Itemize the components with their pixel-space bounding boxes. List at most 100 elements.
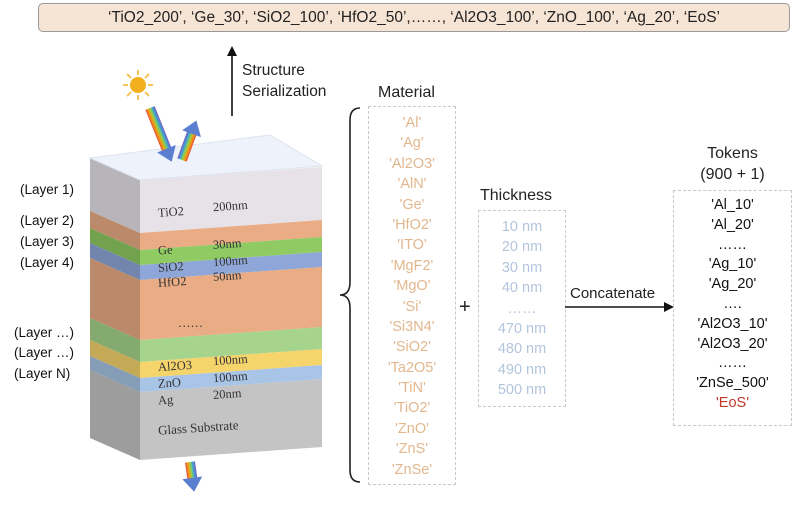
transmitted-light-arrow-icon <box>182 461 203 492</box>
layer-band-side <box>90 356 140 392</box>
thickness-item: 30 nm <box>501 259 543 276</box>
token-item: 'Al2O3_10' <box>697 315 768 332</box>
layer-label: (Layer 2) <box>20 213 75 228</box>
token-item: 'Al_20' <box>711 216 754 233</box>
plus-sign: + <box>459 296 471 318</box>
layer-thickness: 100nm <box>212 368 249 386</box>
layer-material: Ag <box>157 392 174 408</box>
thickness-item: 480 nm <box>497 341 547 358</box>
material-item: 'TiO2' <box>393 400 431 417</box>
layer-band-side <box>90 228 140 265</box>
thickness-item: 20 nm <box>501 239 543 256</box>
material-title: Material <box>378 84 435 101</box>
layer-band <box>140 349 322 378</box>
thickness-item: 10 nm <box>501 219 543 235</box>
serialized-sequence-banner: ‘TiO2_200’, ‘Ge_30’, ‘SiO2_100’, ‘HfO2_5… <box>38 3 790 32</box>
token-item: …… <box>718 236 747 253</box>
layer-material: HfO2 <box>157 274 187 290</box>
layer-band-side <box>90 243 140 280</box>
material-item: 'TiN' <box>398 380 426 397</box>
reflected-light-arrow-icon <box>177 120 201 162</box>
layer-band <box>140 365 322 392</box>
substrate-band-side <box>90 370 140 460</box>
layer-band-side <box>90 211 140 250</box>
thickness-item: 40 nm <box>501 280 543 297</box>
thickness-item: 500 nm <box>497 382 547 399</box>
material-item: 'Si' <box>402 298 422 315</box>
layer-material: Ge <box>157 242 174 258</box>
brace-icon <box>339 107 361 483</box>
structure-serialization-label: Structure Serialization <box>242 60 326 102</box>
material-item: 'AlN' <box>397 176 427 193</box>
substrate-band <box>140 379 322 460</box>
material-item: 'ZnSe' <box>391 461 433 478</box>
tokens-title: Tokens <box>707 145 758 162</box>
material-item: 'Ge' <box>399 196 425 213</box>
layer-band <box>140 220 322 250</box>
tokens-count: (900 + 1) <box>700 166 765 183</box>
layer-thickness: 100nm <box>212 351 249 369</box>
material-item: 'MgO' <box>393 278 431 295</box>
layer-label: (Layer 3) <box>20 234 75 249</box>
material-item: 'SiO2' <box>393 339 431 356</box>
thickness-item: 490 nm <box>497 361 547 378</box>
layer-band-side <box>90 340 140 378</box>
layer-material: Al2O3 <box>157 357 193 375</box>
label-line: Serialization <box>242 83 327 100</box>
token-item: 'EoS' <box>716 394 749 411</box>
tokens-list: 'Al_10' 'Al_20' …… 'Ag_10' 'Ag_20' …. 'Al2O3_1… <box>673 190 792 426</box>
token-item: 'Ag_20' <box>708 276 757 293</box>
layer-thickness: 100nm <box>212 252 249 270</box>
incident-light-arrow-icon <box>145 106 176 162</box>
material-item: 'MgF2' <box>390 257 434 274</box>
tokens-header: Tokens (900 + 1) <box>673 143 792 185</box>
material-item: 'HfO2' <box>392 216 432 233</box>
thickness-item: …… <box>507 300 537 317</box>
layer-label: (Layer 4) <box>20 255 75 270</box>
label-line: Structure <box>242 62 305 79</box>
concatenate-label: Concatenate <box>570 285 656 302</box>
multilayer-stack <box>88 106 324 492</box>
material-item: 'Si3N4' <box>389 318 435 335</box>
material-item: 'ZnO' <box>395 420 429 437</box>
token-item: 'Al_10' <box>711 197 754 213</box>
layer-material: ZnO <box>157 375 182 391</box>
material-item: 'Ta2O5' <box>387 359 437 376</box>
material-item: 'Ag' <box>400 135 424 152</box>
top-surface <box>88 134 324 181</box>
concatenate-arrow-icon <box>565 302 674 312</box>
thickness-list: 10 nm 20 nm 30 nm 40 nm …… 470 nm 480 nm 490 nm… <box>478 210 566 407</box>
layer-band-side <box>90 318 140 362</box>
material-item: 'Al2O3' <box>389 155 435 172</box>
layer-material: TiO2 <box>157 204 185 220</box>
material-list: 'Al' 'Ag' 'Al2O3' 'AlN' 'Ge' 'HfO2' 'ITO' 'MgF2… <box>368 106 456 485</box>
layer-label: (Layer …) <box>14 345 75 360</box>
sun-icon <box>123 70 153 100</box>
token-item: …… <box>718 355 747 372</box>
layer-label: (Layer 1) <box>20 182 75 197</box>
layer-band <box>140 237 322 265</box>
layer-thickness: 30nm <box>212 236 242 252</box>
layer-thickness: 20nm <box>212 386 242 402</box>
layer-label: (Layer N) <box>14 366 71 381</box>
material-item: 'ITO' <box>397 237 427 254</box>
layer-label: (Layer …) <box>14 325 75 340</box>
token-item: 'Al2O3_20' <box>697 335 768 352</box>
material-item: 'Al' <box>402 115 422 131</box>
up-arrow-icon <box>227 46 237 116</box>
layer-band <box>140 252 322 280</box>
layer-band <box>140 167 322 233</box>
layer-band-side <box>90 158 140 233</box>
thickness-title: Thickness <box>480 187 553 204</box>
token-item: 'ZnSe_500' <box>696 375 769 392</box>
token-item: …. <box>723 295 742 312</box>
layer-band <box>140 267 322 340</box>
token-item: 'Ag_10' <box>708 256 757 273</box>
layer-band-side <box>90 258 140 340</box>
material-item: 'ZnS' <box>395 441 429 458</box>
layer-thickness: 50nm <box>212 268 242 284</box>
stack-ellipsis: …… <box>178 316 203 330</box>
layer-band <box>140 327 322 362</box>
thickness-item: 470 nm <box>497 320 547 337</box>
